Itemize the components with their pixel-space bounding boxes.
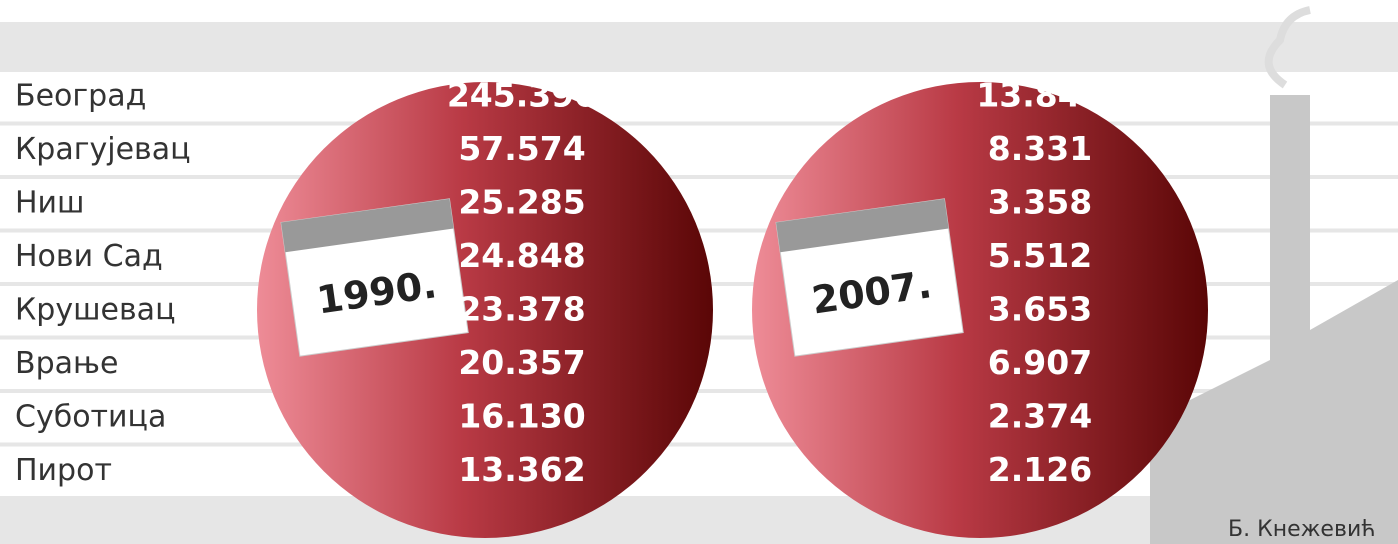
value-2007: 13.842 — [976, 75, 1103, 114]
value-1990: 20.357 — [458, 343, 585, 382]
value-2007: 3.358 — [988, 182, 1092, 221]
value-2007: 5.512 — [988, 236, 1092, 275]
value-2007: 8.331 — [988, 129, 1092, 168]
city: Суботица — [15, 399, 166, 434]
city: Врање — [15, 346, 118, 381]
value-1990: 16.130 — [458, 396, 585, 435]
value-2007: 2.374 — [988, 396, 1092, 435]
city: Нови Сад — [15, 239, 163, 274]
city: Крагујевац — [15, 132, 191, 167]
value-1990: 23.378 — [458, 289, 585, 328]
disc-2007 — [752, 82, 1208, 538]
city: Београд — [15, 78, 146, 113]
top-band — [0, 0, 1398, 22]
rows: Београд 245.390 13.842 Крагујевац 57.574 8.33… — [15, 75, 1104, 489]
city: Крушевац — [15, 292, 176, 327]
city: Пирот — [15, 453, 112, 488]
disc-1990 — [257, 82, 713, 538]
city: Ниш — [15, 185, 85, 220]
row-stripe — [0, 72, 1398, 122]
value-2007: 2.126 — [988, 450, 1092, 489]
credit: Б. Кнежевић — [1228, 517, 1376, 542]
value-2007: 6.907 — [988, 343, 1092, 382]
value-1990: 57.574 — [458, 129, 585, 168]
value-1990: 24.848 — [458, 236, 585, 275]
value-1990: 245.390 — [447, 75, 597, 114]
value-2007: 3.653 — [988, 289, 1092, 328]
row-stripe — [0, 125, 1398, 175]
calendar-1990: 1990. — [280, 198, 469, 357]
value-1990: 25.285 — [458, 182, 585, 221]
value-1990: 13.362 — [458, 450, 585, 489]
calendar-2007: 2007. — [775, 198, 964, 357]
